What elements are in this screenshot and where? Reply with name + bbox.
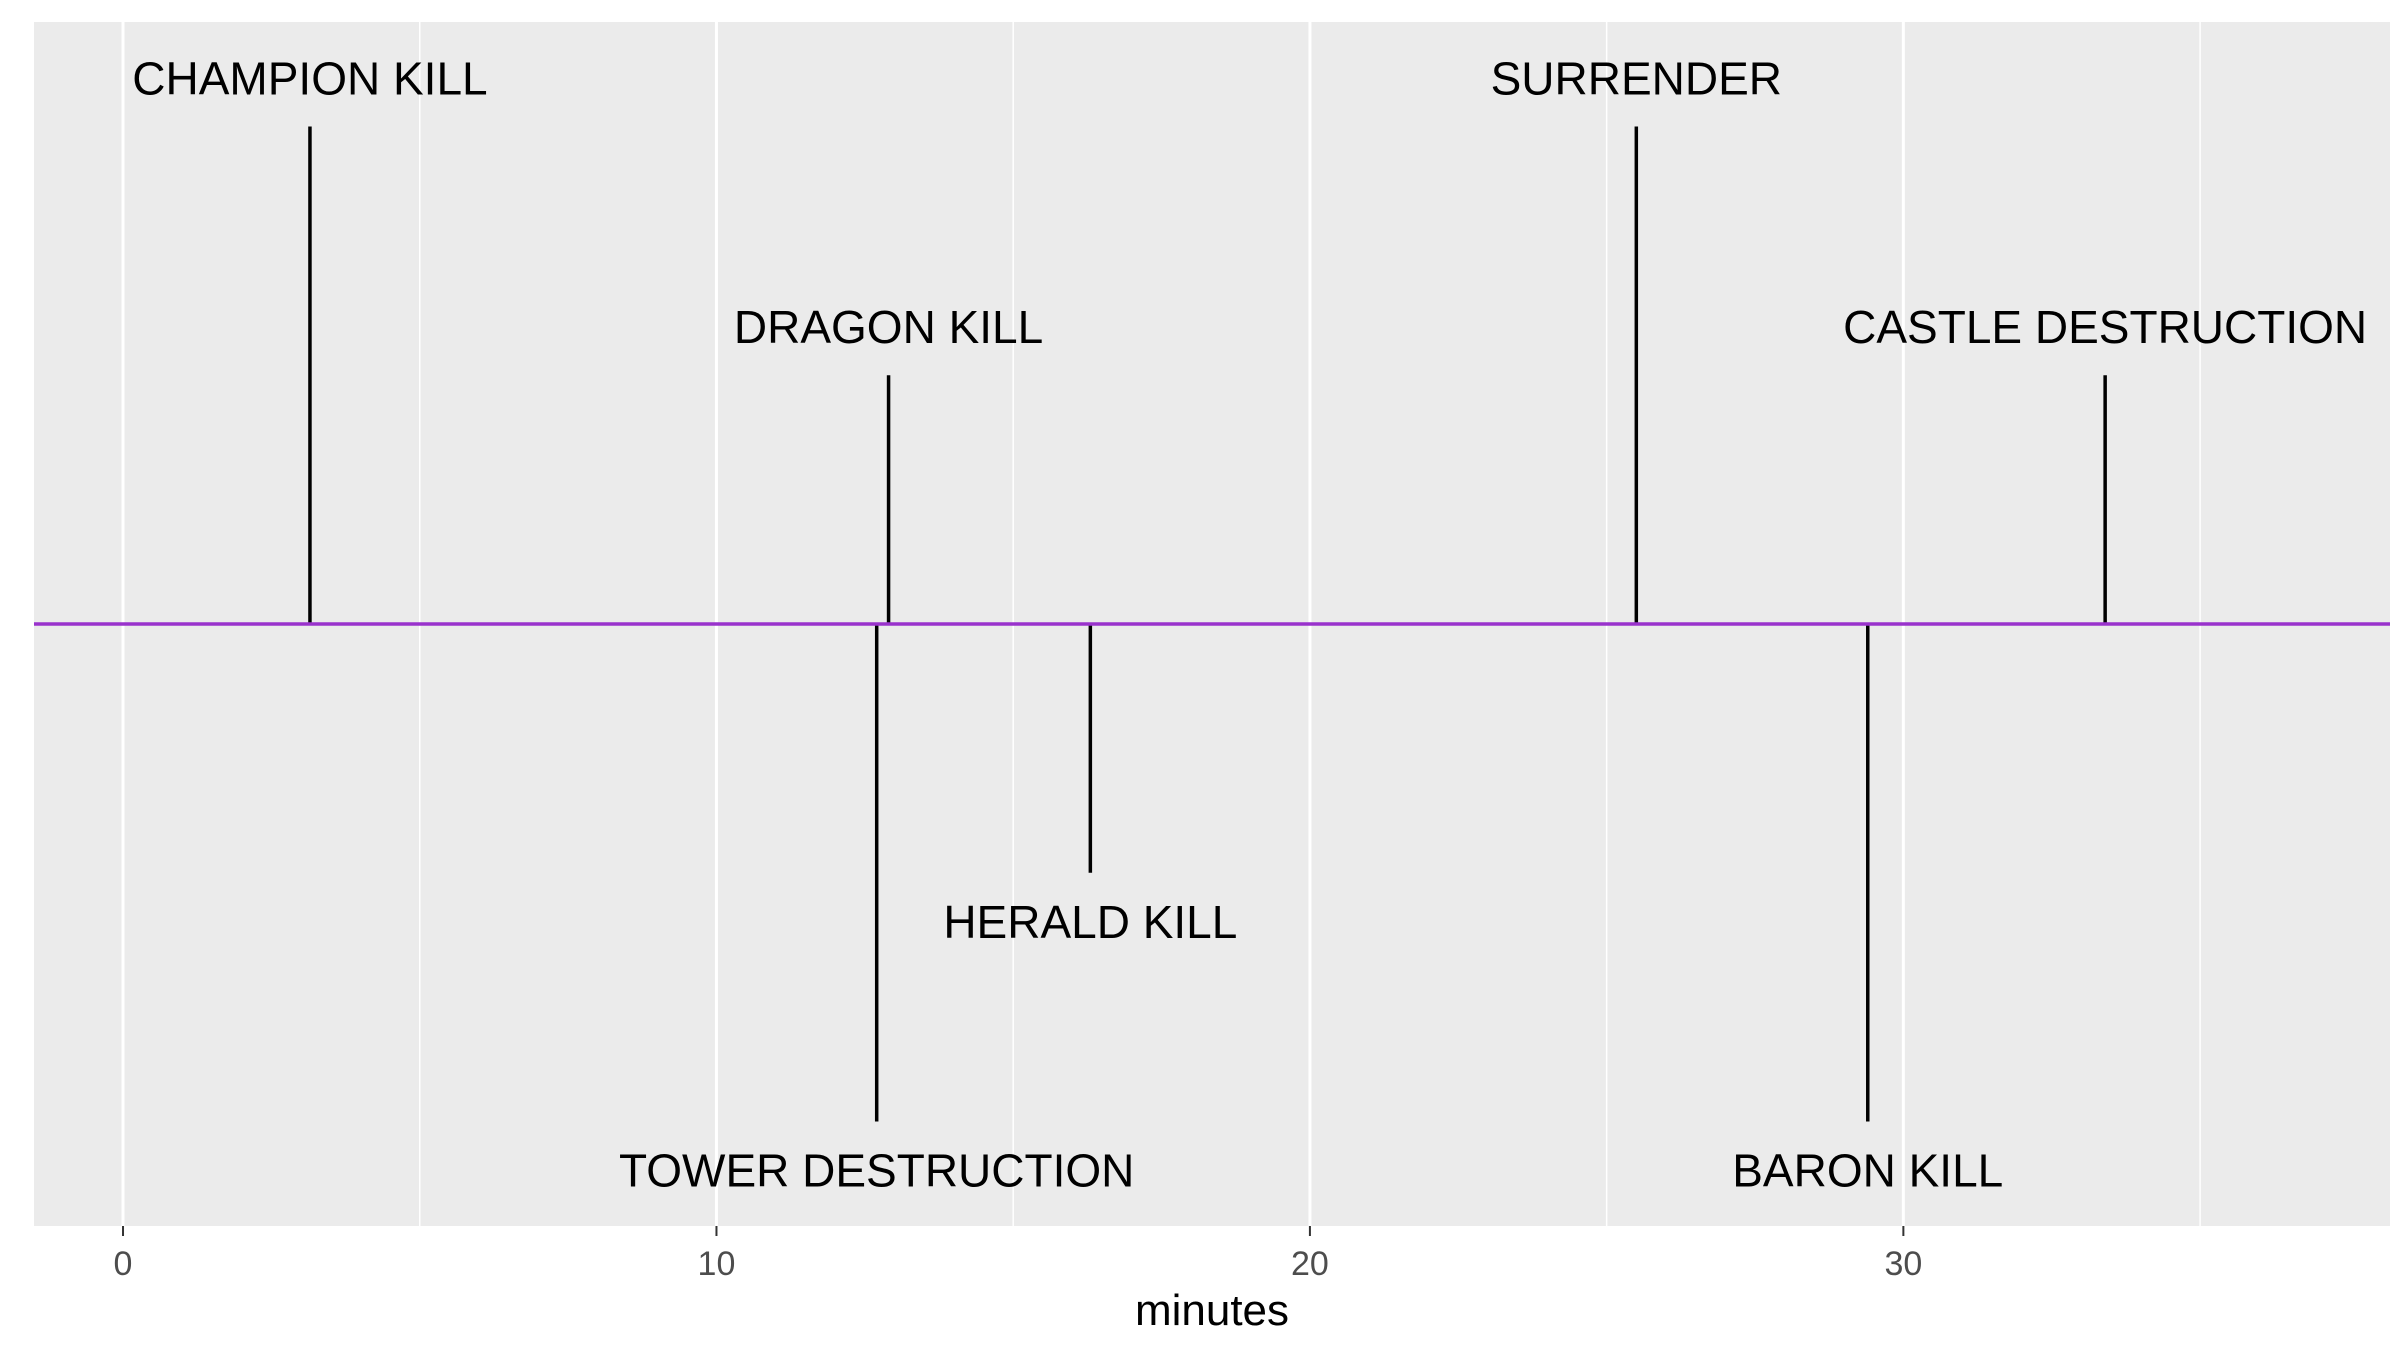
x-tick-label: 30: [1884, 1245, 1922, 1283]
x-axis-title: minutes: [1135, 1286, 1289, 1335]
event-label: BARON KILL: [1732, 1145, 2003, 1197]
event-stems: [308, 126, 2107, 1122]
event-label: DRAGON KILL: [734, 301, 1043, 353]
event-label: CASTLE DESTRUCTION: [1843, 301, 2367, 353]
x-tick-label: 20: [1291, 1245, 1329, 1283]
event-label: TOWER DESTRUCTION: [619, 1145, 1134, 1197]
event-labels: CHAMPION KILL DRAGON KILL TOWER DESTRUCTIO…: [132, 52, 2367, 1196]
event-label: HERALD KILL: [943, 896, 1237, 948]
x-tick-label: 0: [114, 1245, 133, 1283]
x-tick-label: 10: [698, 1245, 736, 1283]
event-label: SURRENDER: [1491, 52, 1782, 104]
event-label: CHAMPION KILL: [132, 52, 487, 104]
x-axis-ticks: 0 10 20 30: [114, 1226, 1922, 1283]
